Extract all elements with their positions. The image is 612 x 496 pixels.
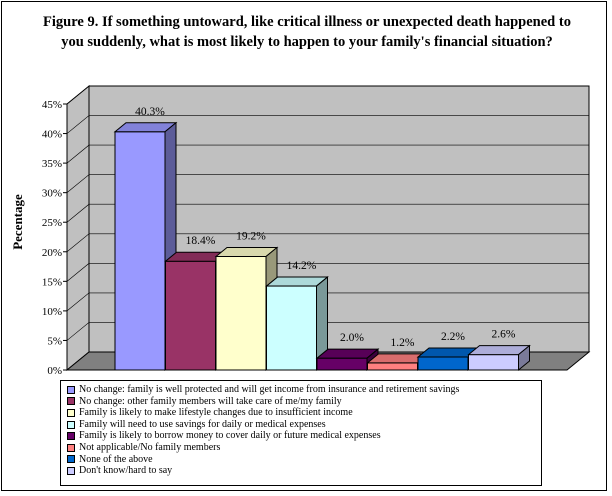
legend-label: Don't know/hard to say (79, 465, 173, 477)
y-tick-label: 45% (42, 99, 62, 111)
legend-item: Family will need to use savings for dail… (67, 419, 541, 431)
bar-front (316, 357, 368, 371)
bar-side (518, 344, 530, 372)
legend-item: None of the above (67, 454, 541, 466)
y-tick-label: 15% (42, 276, 62, 288)
legend-item: Family is likely to borrow money to cove… (67, 430, 541, 442)
data-label: 1.2% (391, 337, 415, 349)
legend-swatch (67, 443, 75, 452)
y-tick-label: 35% (42, 158, 62, 170)
legend-swatch (67, 385, 75, 394)
legend-label: Family will need to use savings for dail… (79, 418, 326, 430)
legend-swatch (67, 455, 75, 464)
y-gridline (66, 263, 589, 282)
y-gridline (66, 322, 589, 341)
legend-label: None of the above (79, 453, 153, 465)
legend-label: No change: family is well protected and … (79, 384, 460, 395)
legend: No change: family is well protected and … (60, 380, 542, 486)
legend-swatch (67, 408, 75, 417)
y-gridline (66, 203, 589, 223)
y-gridline (66, 85, 589, 105)
y-tick-label: 25% (42, 217, 62, 229)
bar-front (266, 285, 317, 371)
bar-front (468, 354, 519, 371)
y-gridline (66, 144, 589, 164)
legend-label: Family is likely to borrow money to cove… (79, 430, 381, 442)
data-label: 2.6% (492, 329, 516, 341)
legend-swatch (67, 420, 75, 429)
y-tick-label: 0% (47, 365, 62, 377)
legend-label: Not applicable/No family members (79, 441, 221, 453)
legend-item: Family is likely to make lifestyle chang… (67, 407, 541, 419)
bar-front (114, 131, 166, 371)
y-tick-label: 30% (42, 188, 62, 200)
data-label: 19.2% (236, 231, 266, 243)
y-gridline (66, 233, 589, 253)
data-label: 2.0% (340, 332, 364, 344)
legend-label: Family is likely to make lifestyle chang… (79, 407, 353, 419)
data-label: 18.4% (186, 235, 216, 247)
y-tick-label: 10% (42, 306, 62, 318)
chart-side-wall (66, 84, 90, 372)
legend-swatch (67, 432, 75, 441)
legend-item: Don't know/hard to say (67, 465, 541, 477)
y-tick-label: 5% (47, 335, 62, 347)
legend-label: No change: other family members will tak… (79, 395, 342, 407)
y-gridline (66, 174, 589, 193)
data-label: 14.2% (287, 260, 317, 272)
bar-front (165, 260, 216, 371)
legend-item: No change: other family members will tak… (67, 396, 541, 408)
legend-item: Not applicable/No family members (67, 442, 541, 454)
legend-swatch (67, 397, 75, 406)
bar-front (417, 356, 469, 371)
bar-front (367, 362, 418, 371)
y-tick-label: 40% (42, 129, 62, 141)
y-gridline (66, 292, 589, 312)
legend-swatch (67, 466, 75, 475)
data-label: 2.2% (441, 331, 465, 343)
legend-item: No change: family is well protected and … (67, 384, 541, 396)
chart-title: Figure 9. If something untoward, like cr… (43, 14, 571, 50)
data-label: 40.3% (135, 106, 165, 118)
y-gridline (66, 115, 589, 134)
y-tick-label: 20% (42, 247, 62, 259)
bar-front (215, 256, 267, 371)
